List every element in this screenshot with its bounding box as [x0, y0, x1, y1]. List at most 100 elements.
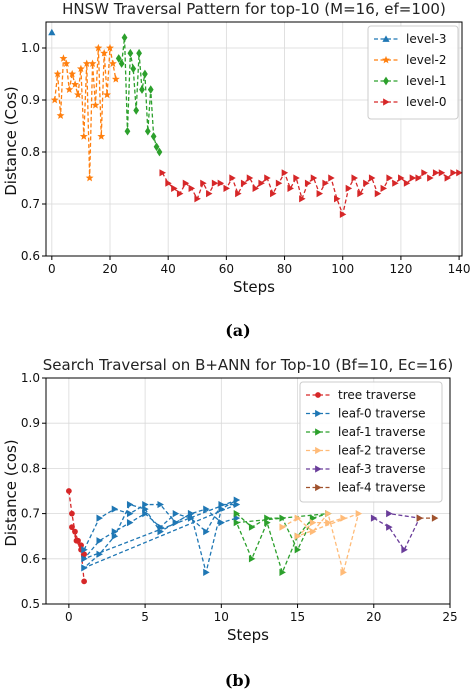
- data-point: [275, 179, 283, 187]
- legend-box: [299, 381, 443, 503]
- chart-title: HNSW Traversal Pattern for top-10 (M=16,…: [62, 0, 446, 18]
- data-point: [211, 179, 219, 187]
- legend-entry: leaf-2 traverse: [306, 444, 425, 458]
- x-tick-label: 10: [214, 610, 229, 624]
- data-point: [153, 142, 160, 152]
- legend-label: leaf-3 traverse: [338, 462, 425, 476]
- data-point: [217, 179, 225, 187]
- data-point: [218, 519, 225, 527]
- data-point: [172, 519, 180, 527]
- data-point: [328, 174, 335, 182]
- data-point: [248, 523, 256, 531]
- data-point: [401, 546, 408, 554]
- data-point: [142, 505, 149, 513]
- data-point: [235, 190, 242, 198]
- x-tick-label: 0: [48, 262, 56, 276]
- data-point: [78, 542, 84, 549]
- legend-marker: [315, 428, 322, 436]
- data-point: [339, 210, 347, 218]
- data-point: [79, 132, 88, 140]
- data-point: [106, 43, 114, 52]
- series-level-0: [159, 169, 463, 218]
- data-point: [203, 528, 210, 536]
- legend-label: leaf-1 traverse: [338, 425, 425, 439]
- data-point: [258, 179, 265, 187]
- data-point: [279, 523, 286, 531]
- data-point: [62, 59, 71, 67]
- data-point: [65, 488, 72, 494]
- legend-marker: [382, 35, 390, 42]
- data-point: [233, 519, 241, 527]
- legend-entry: level-0: [374, 95, 447, 109]
- data-point: [294, 514, 302, 522]
- data-point: [325, 519, 332, 527]
- y-axis-label: Distance (cos): [2, 439, 20, 546]
- x-tick-label: 80: [277, 262, 292, 276]
- data-point: [56, 111, 65, 119]
- x-tick-label: 140: [448, 262, 471, 276]
- data-point: [194, 195, 201, 203]
- data-point: [264, 174, 271, 182]
- data-point: [115, 54, 122, 63]
- y-tick-label: 0.9: [21, 93, 40, 107]
- x-tick-label: 0: [65, 610, 73, 624]
- data-point: [157, 523, 164, 531]
- data-point: [68, 69, 77, 78]
- data-point: [74, 90, 82, 99]
- data-point: [142, 500, 149, 509]
- data-point: [81, 551, 87, 558]
- data-point: [206, 190, 213, 198]
- data-point: [450, 169, 457, 177]
- data-point: [111, 528, 119, 536]
- legend-entry: leaf-0 traverse: [306, 407, 425, 421]
- legend-marker: [383, 98, 390, 106]
- data-point: [187, 514, 195, 522]
- data-point: [203, 568, 210, 576]
- x-tick-label: 20: [366, 610, 381, 624]
- data-point: [133, 106, 140, 115]
- legend-marker: [315, 483, 322, 492]
- data-point: [48, 28, 56, 36]
- data-point: [187, 510, 195, 518]
- data-point: [73, 537, 80, 544]
- series-leaf-2-traverse: [279, 510, 363, 576]
- x-tick-label: 20: [102, 262, 117, 276]
- data-point: [111, 505, 119, 513]
- axes-frame: [45, 377, 451, 605]
- data-point: [374, 190, 382, 198]
- y-tick-label: 1.0: [21, 41, 40, 55]
- legend-entry: level-2: [374, 53, 447, 67]
- data-point: [309, 528, 317, 536]
- data-point: [370, 514, 378, 522]
- data-point: [340, 568, 347, 576]
- legend-entry: leaf-3 traverse: [306, 462, 425, 476]
- data-point: [233, 500, 241, 509]
- legend-label: tree traverse: [338, 388, 416, 402]
- x-tick-label: 120: [389, 262, 412, 276]
- series-leaf-0-traverse: [81, 496, 241, 576]
- data-point: [432, 169, 440, 177]
- y-axis-label: Distance (Cos): [2, 86, 20, 196]
- data-point: [96, 550, 103, 558]
- data-point: [229, 174, 236, 182]
- data-point: [351, 174, 358, 182]
- data-point: [316, 190, 324, 198]
- data-point: [144, 126, 151, 136]
- data-point: [127, 48, 134, 58]
- x-tick-label: 100: [331, 262, 354, 276]
- data-point: [386, 174, 393, 182]
- data-point: [81, 564, 88, 572]
- data-point: [182, 179, 190, 187]
- data-point: [438, 169, 446, 177]
- data-point: [279, 568, 286, 576]
- data-point: [126, 500, 134, 509]
- y-tick-label: 0.6: [21, 552, 40, 566]
- data-point: [81, 578, 87, 585]
- data-point: [88, 59, 97, 67]
- data-point: [82, 59, 91, 67]
- data-point: [103, 90, 112, 99]
- x-tick-label: 15: [290, 610, 305, 624]
- data-point: [121, 33, 128, 42]
